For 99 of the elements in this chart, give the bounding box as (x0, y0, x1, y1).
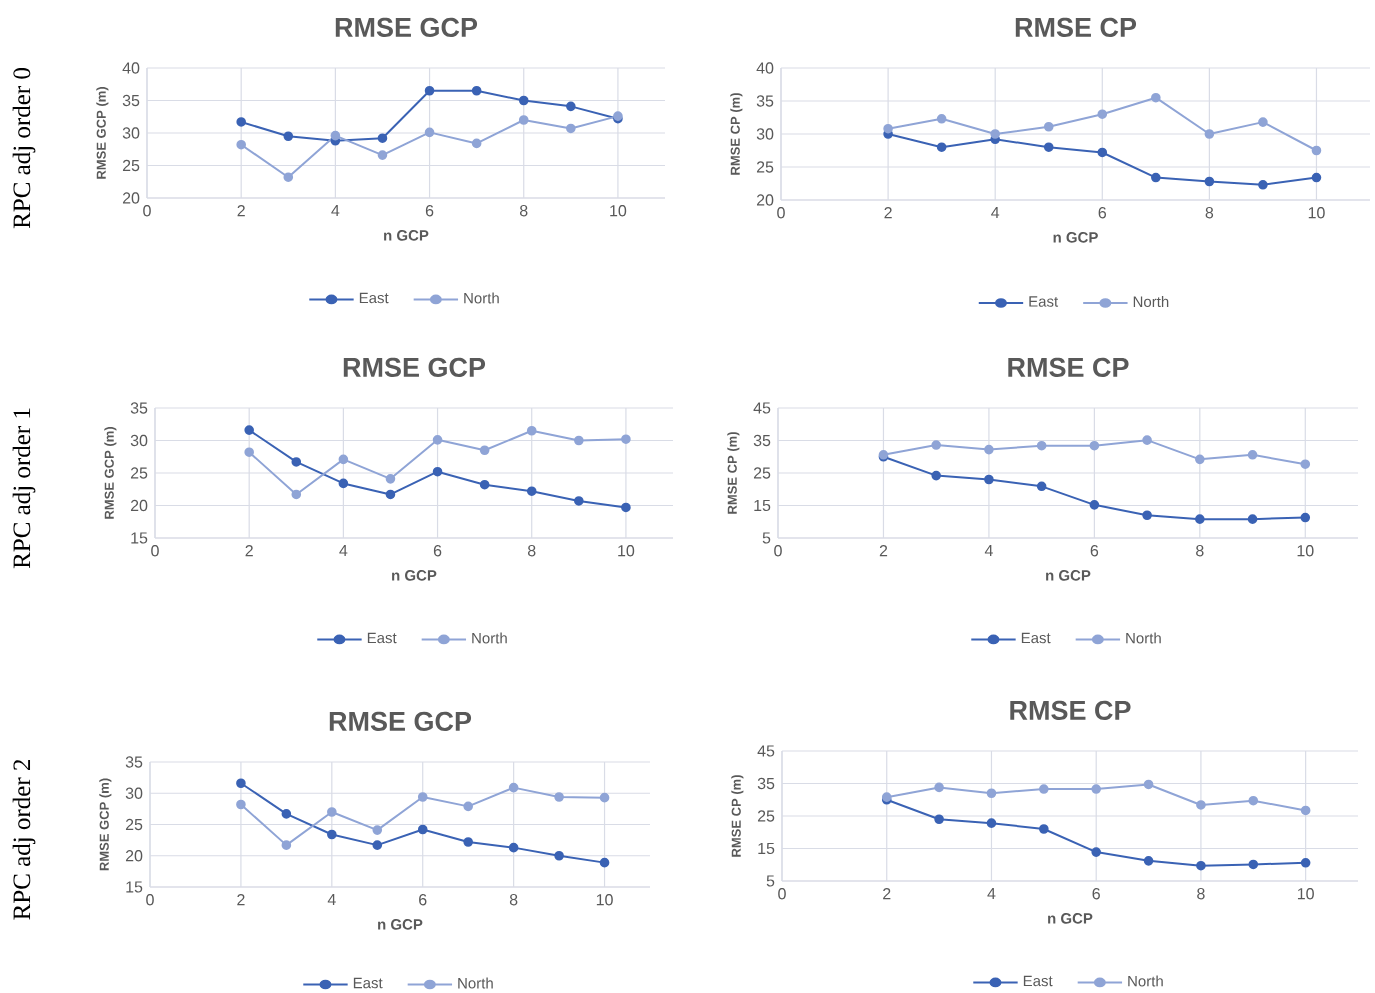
chart-title: RMSE GCP (343, 357, 486, 377)
x-tick-label: 6 (1092, 888, 1100, 900)
x-tick-label: 8 (527, 545, 536, 557)
y-tick-label: 30 (756, 128, 774, 140)
text: RPC adj order 2 (12, 759, 36, 920)
x-tick-label: 0 (774, 545, 782, 557)
y-tick-label: 35 (756, 95, 774, 107)
y-axis-title: RMSE CP (m) (727, 432, 740, 514)
y-tick-label: 30 (122, 127, 140, 139)
x-tick-label: 2 (245, 545, 253, 557)
x-tick-label: 4 (339, 545, 348, 557)
x-tick-label: 10 (610, 205, 627, 217)
x-tick-label: 0 (151, 545, 159, 557)
chart-title: RMSE CP (1008, 357, 1129, 377)
text: RPC adj order 1 (12, 408, 36, 569)
x-tick-label: 2 (237, 894, 245, 906)
x-axis-title: n GCP (378, 919, 423, 930)
x-tick-label: 10 (1308, 207, 1325, 219)
y-tick-label: 30 (130, 434, 148, 447)
x-tick-label: 8 (519, 205, 528, 217)
chart-title: RMSE GCP (335, 17, 478, 37)
y-axis-title: RMSE GCP (m) (96, 87, 109, 179)
legend-label: East (1029, 296, 1059, 307)
x-tick-label: 0 (143, 205, 151, 217)
x-tick-label: 4 (331, 205, 340, 217)
y-tick-label: 15 (131, 532, 148, 544)
y-tick-label: 40 (122, 62, 140, 74)
y-tick-label: 15 (754, 499, 771, 512)
x-axis-title: n GCP (1053, 232, 1098, 243)
x-tick-label: 4 (327, 894, 336, 906)
x-tick-label: 2 (879, 545, 888, 557)
x-tick-label: 10 (1297, 545, 1314, 557)
legend-label: East (367, 632, 397, 644)
x-axis-title: n GCP (392, 570, 437, 581)
y-axis-title: RMSE CP (m) (730, 93, 743, 175)
y-tick-label: 35 (125, 756, 143, 768)
chart-title: RMSE CP (1015, 17, 1137, 37)
y-tick-label: 15 (758, 842, 775, 855)
x-tick-label: 4 (987, 888, 996, 900)
y-tick-label: 45 (757, 745, 775, 757)
y-tick-label: 20 (130, 499, 148, 512)
x-tick-label: 2 (884, 207, 892, 219)
y-tick-label: 25 (753, 467, 771, 479)
y-tick-label: 20 (756, 194, 774, 206)
x-tick-label: 10 (618, 545, 635, 557)
chart-title: RMSE GCP (329, 711, 472, 731)
y-tick-label: 45 (753, 402, 771, 414)
y-tick-label: 20 (125, 850, 143, 862)
y-tick-label: 25 (130, 467, 148, 479)
x-tick-label: 6 (433, 545, 442, 557)
y-tick-label: 25 (122, 159, 140, 172)
x-tick-label: 4 (984, 545, 993, 557)
legend-label: East (1023, 975, 1053, 987)
y-tick-label: 25 (757, 810, 775, 822)
x-tick-label: 8 (1197, 888, 1205, 900)
legend-label: North (1126, 632, 1161, 644)
x-tick-label: 0 (777, 207, 785, 219)
text: RPC adj order 0 (12, 68, 36, 229)
y-tick-label: 20 (122, 192, 140, 204)
y-tick-label: 40 (756, 62, 774, 74)
y-axis-title: RMSE GCP (m) (104, 427, 117, 519)
legend-label: North (1128, 975, 1163, 987)
x-axis-title: n GCP (384, 230, 429, 241)
x-tick-label: 6 (1090, 545, 1099, 557)
y-axis-title: RMSE CP (m) (731, 775, 744, 857)
x-tick-label: 10 (596, 894, 613, 906)
legend-label: North (458, 977, 493, 989)
legend-label: North (472, 632, 507, 644)
y-tick-label: 35 (753, 434, 771, 447)
x-tick-label: 0 (778, 888, 786, 900)
y-tick-label: 35 (757, 777, 775, 790)
chart-title: RMSE CP (1010, 700, 1131, 720)
y-tick-label: 35 (130, 402, 148, 414)
y-tick-label: 15 (126, 881, 143, 893)
y-tick-label: 25 (125, 818, 143, 831)
y-tick-label: 5 (762, 532, 771, 544)
y-tick-label: 5 (766, 875, 775, 887)
x-tick-label: 2 (883, 888, 891, 900)
y-axis-title: RMSE GCP (m) (99, 778, 112, 871)
legend-label: North (1133, 296, 1169, 308)
x-tick-label: 6 (425, 205, 434, 217)
y-tick-label: 30 (125, 787, 143, 799)
x-tick-label: 8 (1196, 545, 1204, 557)
legend-label: East (1021, 632, 1051, 644)
x-tick-label: 2 (237, 205, 245, 217)
x-axis-title: n GCP (1046, 570, 1091, 581)
x-tick-label: 8 (509, 894, 518, 906)
legend-label: North (464, 292, 499, 304)
x-axis-title: n GCP (1048, 913, 1093, 924)
x-tick-label: 6 (1098, 207, 1107, 219)
x-tick-label: 6 (419, 894, 427, 906)
x-tick-label: 8 (1205, 207, 1214, 219)
x-tick-label: 10 (1297, 888, 1314, 900)
x-tick-label: 4 (991, 207, 1000, 219)
y-tick-label: 25 (756, 161, 774, 173)
legend-label: East (353, 977, 383, 989)
legend-label: East (359, 292, 389, 304)
x-tick-label: 0 (146, 894, 154, 906)
y-tick-label: 35 (122, 94, 140, 107)
